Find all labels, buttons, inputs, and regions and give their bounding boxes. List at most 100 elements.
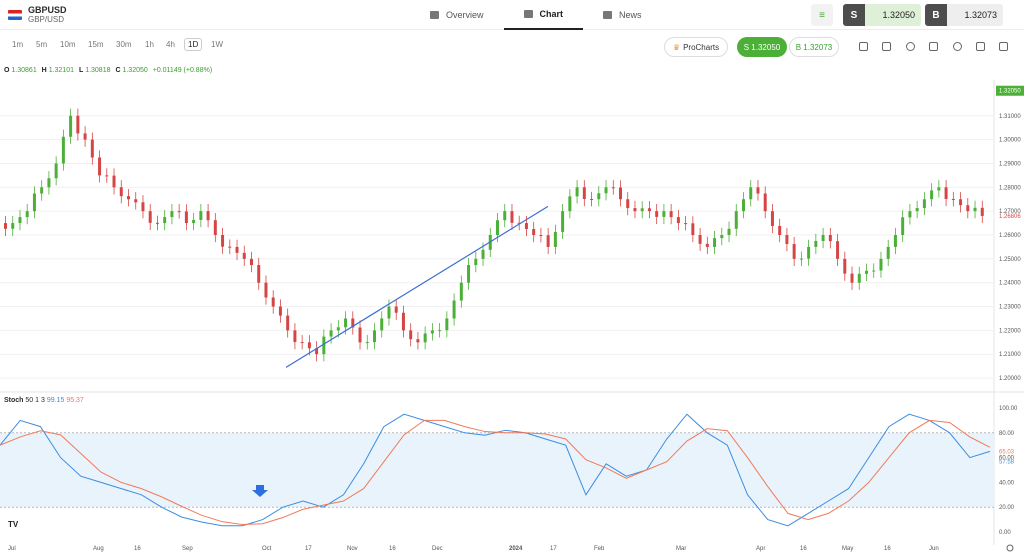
- tab-news[interactable]: News: [583, 0, 662, 30]
- tf-30m[interactable]: 30m: [116, 40, 132, 49]
- candle-body: [590, 198, 594, 200]
- candle-body: [40, 187, 44, 194]
- candle-body: [300, 342, 304, 344]
- time-axis-label: 17: [550, 546, 557, 552]
- stoch-k-line: [0, 413, 991, 527]
- candle-body: [90, 139, 94, 158]
- candle-body: [112, 175, 116, 188]
- tf-15m[interactable]: 15m: [88, 40, 104, 49]
- candle-body: [727, 228, 731, 235]
- chart-type-icon[interactable]: [929, 42, 938, 51]
- candle-body: [843, 258, 847, 274]
- sell-price: 1.32050: [865, 4, 921, 26]
- candle-body: [119, 187, 123, 197]
- candle-body: [76, 115, 80, 134]
- stoch-tag-d: 65.03: [999, 449, 1015, 455]
- tf-5m[interactable]: 5m: [36, 40, 48, 49]
- stoch-axis-label: 100.00: [999, 406, 1018, 412]
- settings-icon[interactable]: [906, 42, 915, 51]
- draw-icon[interactable]: [859, 42, 868, 51]
- tab-chart[interactable]: Chart: [503, 0, 584, 30]
- buy-pill[interactable]: B 1.32073: [789, 37, 839, 57]
- fullscreen-icon[interactable]: [999, 42, 1008, 51]
- candle-body: [915, 208, 919, 212]
- watchlist-add-icon[interactable]: ≡: [811, 4, 833, 26]
- candle-body: [155, 222, 159, 224]
- candle-body: [445, 318, 449, 331]
- candle-body: [951, 198, 955, 200]
- price-axis-label: 1.31000: [999, 114, 1021, 120]
- candle-body: [134, 199, 138, 203]
- stoch-axis-label: 80.00: [999, 431, 1015, 437]
- candle-body: [18, 217, 22, 224]
- buy-price-box[interactable]: B 1.32073: [925, 4, 1003, 26]
- buy-button[interactable]: B: [925, 4, 947, 26]
- time-axis-label: 2024: [509, 546, 523, 552]
- candle-body: [409, 330, 413, 340]
- candle-body: [199, 211, 203, 220]
- candle-body: [814, 240, 818, 247]
- tab-overview[interactable]: Overview: [410, 0, 504, 30]
- candle-body: [597, 193, 601, 200]
- candle-body: [4, 223, 7, 229]
- indicators-icon[interactable]: [882, 42, 891, 51]
- time-axis-label: Apr: [756, 546, 765, 552]
- candle-body: [640, 208, 644, 212]
- buy-price: 1.32073: [947, 4, 1003, 26]
- tf-4h[interactable]: 4h: [166, 40, 175, 49]
- candle-body: [966, 205, 970, 212]
- candle-body: [503, 211, 507, 221]
- candle-body: [401, 312, 405, 331]
- sell-button[interactable]: S: [843, 4, 865, 26]
- candle-body: [315, 348, 319, 355]
- candle-body: [148, 211, 152, 223]
- candle-body: [655, 211, 659, 217]
- candle-body: [206, 211, 210, 221]
- candle-body: [264, 282, 268, 298]
- instrument-header[interactable]: GBPUSD GBP/USD: [8, 5, 67, 25]
- time-axis-label: 16: [884, 546, 891, 552]
- tf-1h[interactable]: 1h: [145, 40, 154, 49]
- time-axis-label: Mar: [676, 546, 686, 552]
- time-axis-label: 16: [134, 546, 141, 552]
- add-icon[interactable]: [953, 42, 962, 51]
- share-icon[interactable]: [976, 42, 985, 51]
- candle-body: [373, 330, 376, 343]
- candle-body: [778, 225, 782, 235]
- chart-icon: [523, 10, 533, 18]
- candle-body: [734, 211, 738, 229]
- candle-body: [517, 222, 521, 224]
- sell-pill[interactable]: S 1.32050: [737, 37, 787, 57]
- time-axis-label: Oct: [262, 546, 272, 552]
- tf-1w[interactable]: 1W: [211, 40, 223, 49]
- candle-body: [901, 217, 905, 235]
- candle-body: [307, 342, 311, 349]
- candle-body: [250, 258, 253, 266]
- candle-body: [836, 241, 840, 259]
- tf-10m[interactable]: 10m: [60, 40, 76, 49]
- candle-body: [792, 244, 796, 259]
- candle-body: [467, 265, 471, 283]
- sell-price-box[interactable]: S 1.32050: [843, 4, 921, 26]
- candle-body: [242, 252, 246, 259]
- candle-body: [611, 187, 615, 189]
- candle-body: [438, 330, 442, 332]
- prochart-button[interactable]: ♛ ProCharts: [664, 37, 728, 57]
- candle-body: [257, 265, 261, 283]
- stoch-axis-label: 60.00: [999, 456, 1015, 462]
- tf-1d[interactable]: 1D: [184, 38, 203, 51]
- candle-body: [821, 235, 825, 241]
- candle-body: [669, 211, 673, 218]
- candle-body: [575, 187, 579, 197]
- candle-body: [937, 187, 941, 191]
- candle-body: [235, 246, 239, 253]
- candle-body: [619, 187, 622, 200]
- candle-body: [944, 187, 948, 199]
- candle-body: [322, 336, 326, 355]
- candle-body: [799, 258, 803, 260]
- stoch-axis-label: 40.00: [999, 480, 1015, 486]
- axis-settings-icon: [1006, 544, 1014, 552]
- tf-1m[interactable]: 1m: [12, 40, 24, 49]
- candle-body: [626, 199, 630, 209]
